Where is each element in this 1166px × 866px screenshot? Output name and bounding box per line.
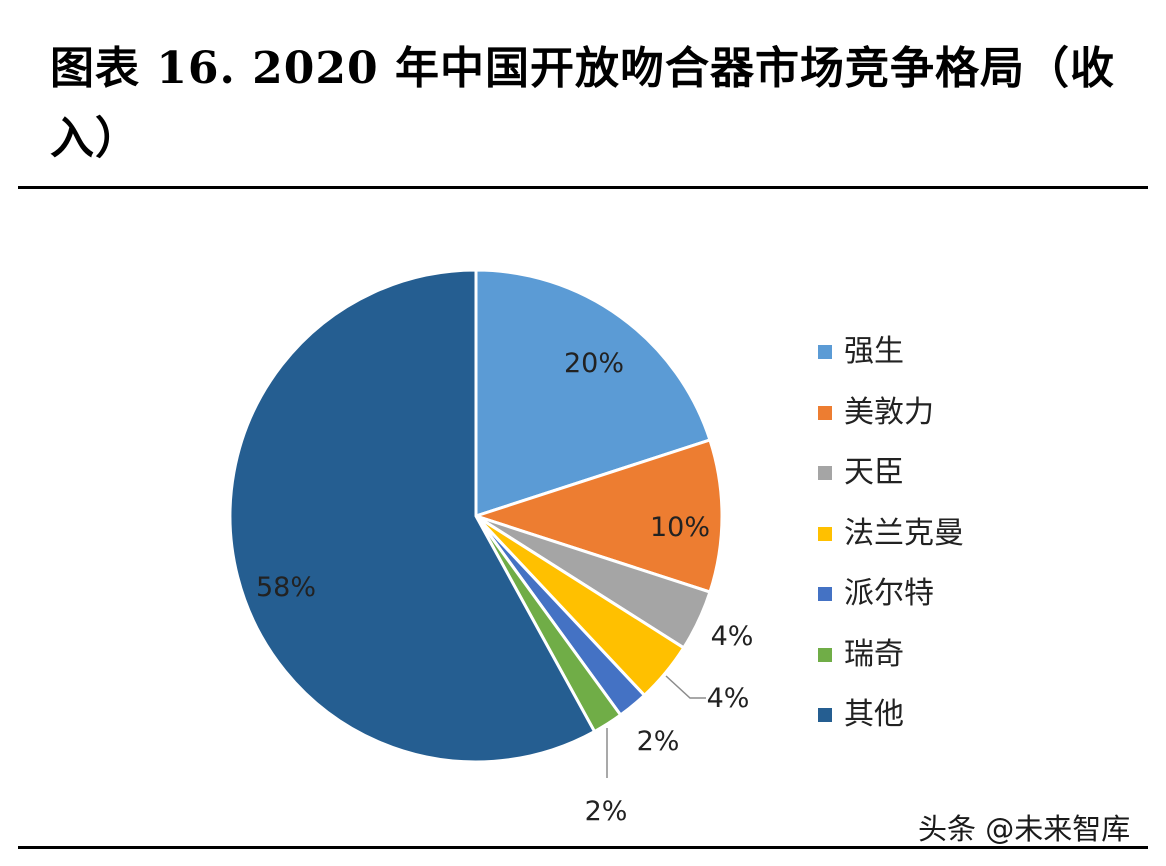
legend-swatch (818, 345, 832, 360)
legend-item-reach: 瑞奇 (818, 625, 964, 686)
bottom-divider (18, 846, 1148, 849)
data-label-reach: 2% (585, 796, 628, 827)
top-divider (18, 186, 1148, 189)
legend-item-others: 其他 (818, 685, 964, 746)
legend-swatch (818, 587, 832, 602)
data-label-medtronic: 10% (650, 512, 710, 543)
legend-label: 瑞奇 (844, 636, 904, 672)
legend: 强生 美敦力 天臣 法兰克曼 派尔特 瑞奇 其他 (818, 322, 964, 746)
legend-label: 美敦力 (844, 394, 934, 430)
legend-item-medtronic: 美敦力 (818, 383, 964, 444)
legend-item-frankenman: 法兰克曼 (818, 504, 964, 565)
pie-slice-medtronic (471, 438, 724, 594)
legend-swatch (818, 708, 832, 723)
legend-item-tianchen: 天臣 (818, 443, 964, 504)
legend-label: 派尔特 (844, 576, 934, 612)
legend-swatch (818, 647, 832, 662)
pie-slice-others (228, 268, 597, 764)
data-label-others: 58% (256, 572, 316, 603)
watermark: 头条 @未来智库 (918, 812, 1131, 846)
legend-label: 其他 (844, 697, 904, 733)
legend-label: 强生 (844, 334, 904, 370)
legend-item-johnson: 强生 (818, 322, 964, 383)
data-label-johnson: 20% (564, 348, 624, 379)
legend-swatch (818, 526, 832, 541)
legend-swatch (818, 405, 832, 420)
data-label-frankenman: 4% (707, 683, 750, 714)
data-label-pantent: 2% (637, 726, 680, 757)
legend-item-pantent: 派尔特 (818, 564, 964, 625)
chart-title: 图表 16. 2020 年中国开放吻合器市场竞争格局（收入） (50, 43, 1115, 164)
legend-label: 天臣 (844, 455, 904, 491)
pie-slice-johnson (474, 268, 712, 519)
legend-swatch (818, 466, 832, 481)
data-label-tianchen: 4% (711, 621, 754, 652)
leader-line (665, 675, 706, 699)
legend-label: 法兰克曼 (844, 515, 964, 551)
